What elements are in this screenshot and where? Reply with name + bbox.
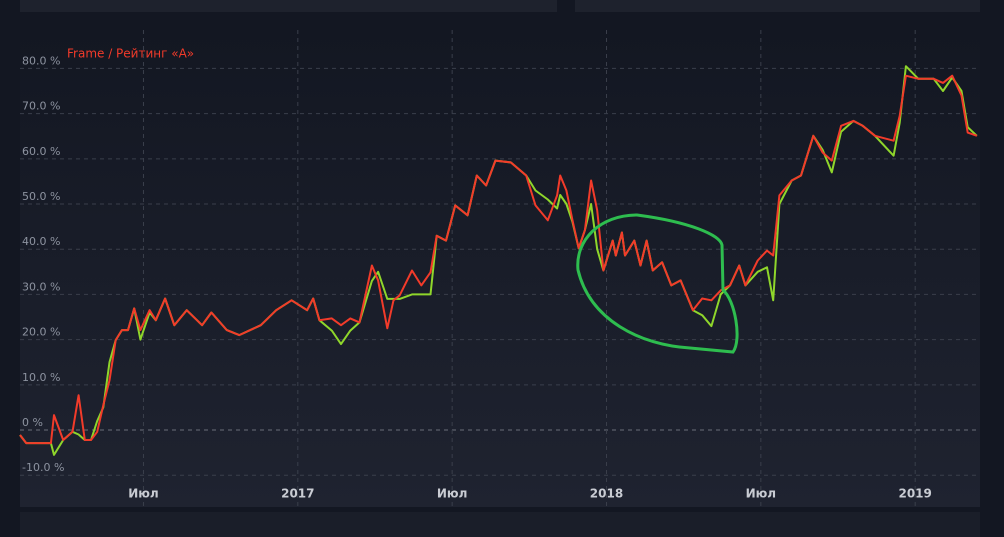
x-tick-label: Июл [437,487,468,501]
x-tick-label: 2019 [898,487,931,501]
x-tick-label: Июл [746,487,777,501]
top-panel [20,0,557,12]
lines [19,65,978,456]
y-tick-label: 40.0 % [22,235,60,248]
y-tick-label: 50.0 % [22,190,60,203]
y-tick-label: 0 % [22,416,43,429]
y-tick-label: 30.0 % [22,280,60,293]
x-tick-label: Июл [128,487,159,501]
y-tick-label: 80.0 % [22,54,60,67]
plot-panel [20,30,980,507]
y-tick-label: 70.0 % [22,100,60,113]
y-tick-label: 20.0 % [22,326,60,339]
x-tick-label: 2018 [590,487,623,501]
y-tick-label: 10.0 % [22,371,60,384]
y-tick-label: -10.0 % [22,461,64,474]
x-tick-label: 2017 [281,487,314,501]
bottom-panel [20,512,980,537]
chart-title: Frame / Рейтинг «A» [67,47,194,61]
top-panel [575,0,980,12]
data-line [19,74,978,445]
y-tick-label: 60.0 % [22,145,60,158]
annotation-circle [576,213,739,354]
grid [20,30,980,507]
